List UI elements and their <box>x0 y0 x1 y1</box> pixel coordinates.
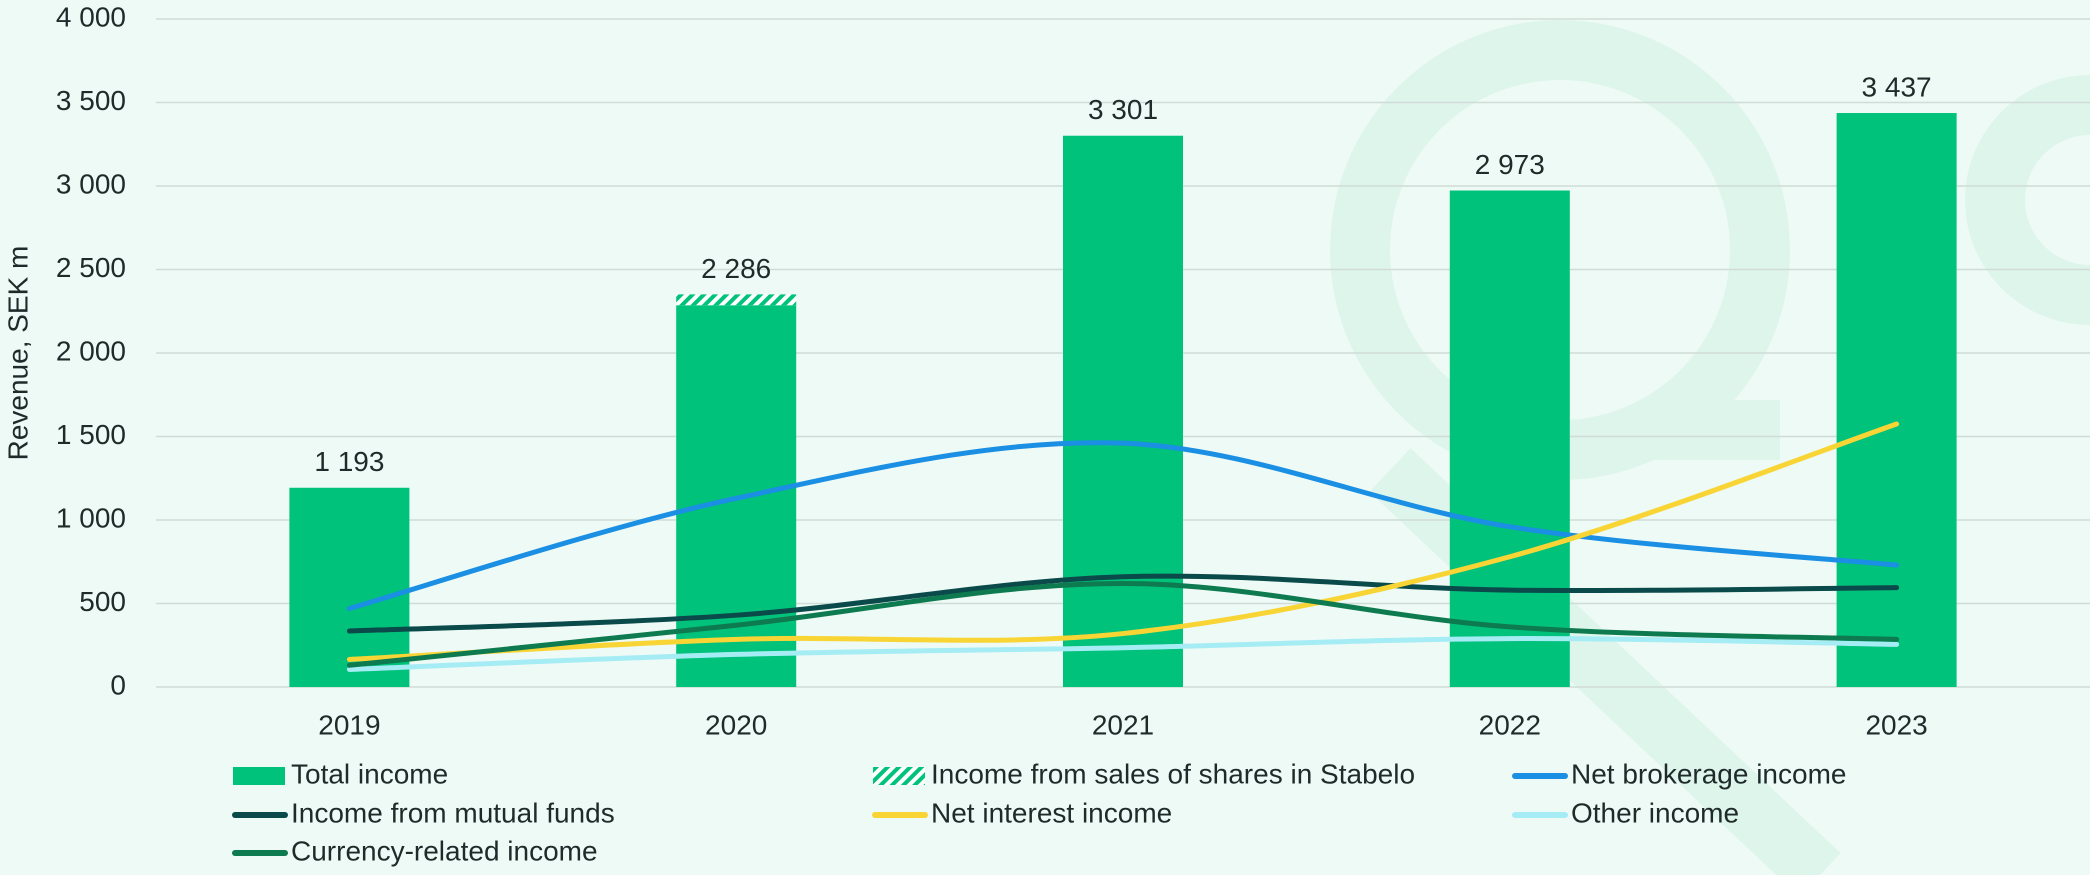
bar <box>289 487 410 687</box>
legend-label: Total income <box>291 758 448 789</box>
legend-label: Income from mutual funds <box>291 797 615 828</box>
bar <box>676 294 797 306</box>
x-tick-label: 2019 <box>318 709 380 740</box>
y-tick-label: 1 500 <box>56 419 126 450</box>
bar <box>1836 113 1957 688</box>
legend-label: Currency-related income <box>291 835 598 866</box>
legend-label: Net brokerage income <box>1571 758 1846 789</box>
value-label: 3 437 <box>1862 71 1932 102</box>
value-label: 2 973 <box>1475 149 1545 180</box>
x-tick-label: 2020 <box>705 709 767 740</box>
y-tick-label: 3 000 <box>56 168 126 199</box>
x-tick-label: 2021 <box>1092 709 1154 740</box>
bar <box>1449 190 1570 687</box>
y-tick-label: 2 500 <box>56 252 126 283</box>
legend-swatch <box>233 767 285 785</box>
legend-label: Income from sales of shares in Stabelo <box>931 758 1415 789</box>
line <box>346 440 1900 612</box>
y-tick-label: 3 500 <box>56 85 126 116</box>
line <box>346 636 1900 672</box>
legend-label: Net interest income <box>931 797 1172 828</box>
x-tick-label: 2022 <box>1479 709 1541 740</box>
y-tick-label: 0 <box>110 669 126 700</box>
y-axis-label: Revenue, SEK m <box>2 246 33 461</box>
y-tick-label: 4 000 <box>56 1 126 32</box>
line <box>346 421 1900 662</box>
y-tick-label: 500 <box>79 586 126 617</box>
value-label: 3 301 <box>1088 94 1158 125</box>
value-label: 2 286 <box>701 253 771 284</box>
line <box>346 580 1900 668</box>
y-tick-label: 2 000 <box>56 335 126 366</box>
legend-swatch <box>873 767 925 785</box>
y-tick-label: 1 000 <box>56 502 126 533</box>
value-label: 1 193 <box>314 446 384 477</box>
legend-label: Other income <box>1571 797 1739 828</box>
line <box>346 573 1900 634</box>
x-tick-label: 2023 <box>1865 709 1927 740</box>
bar <box>1063 135 1183 687</box>
